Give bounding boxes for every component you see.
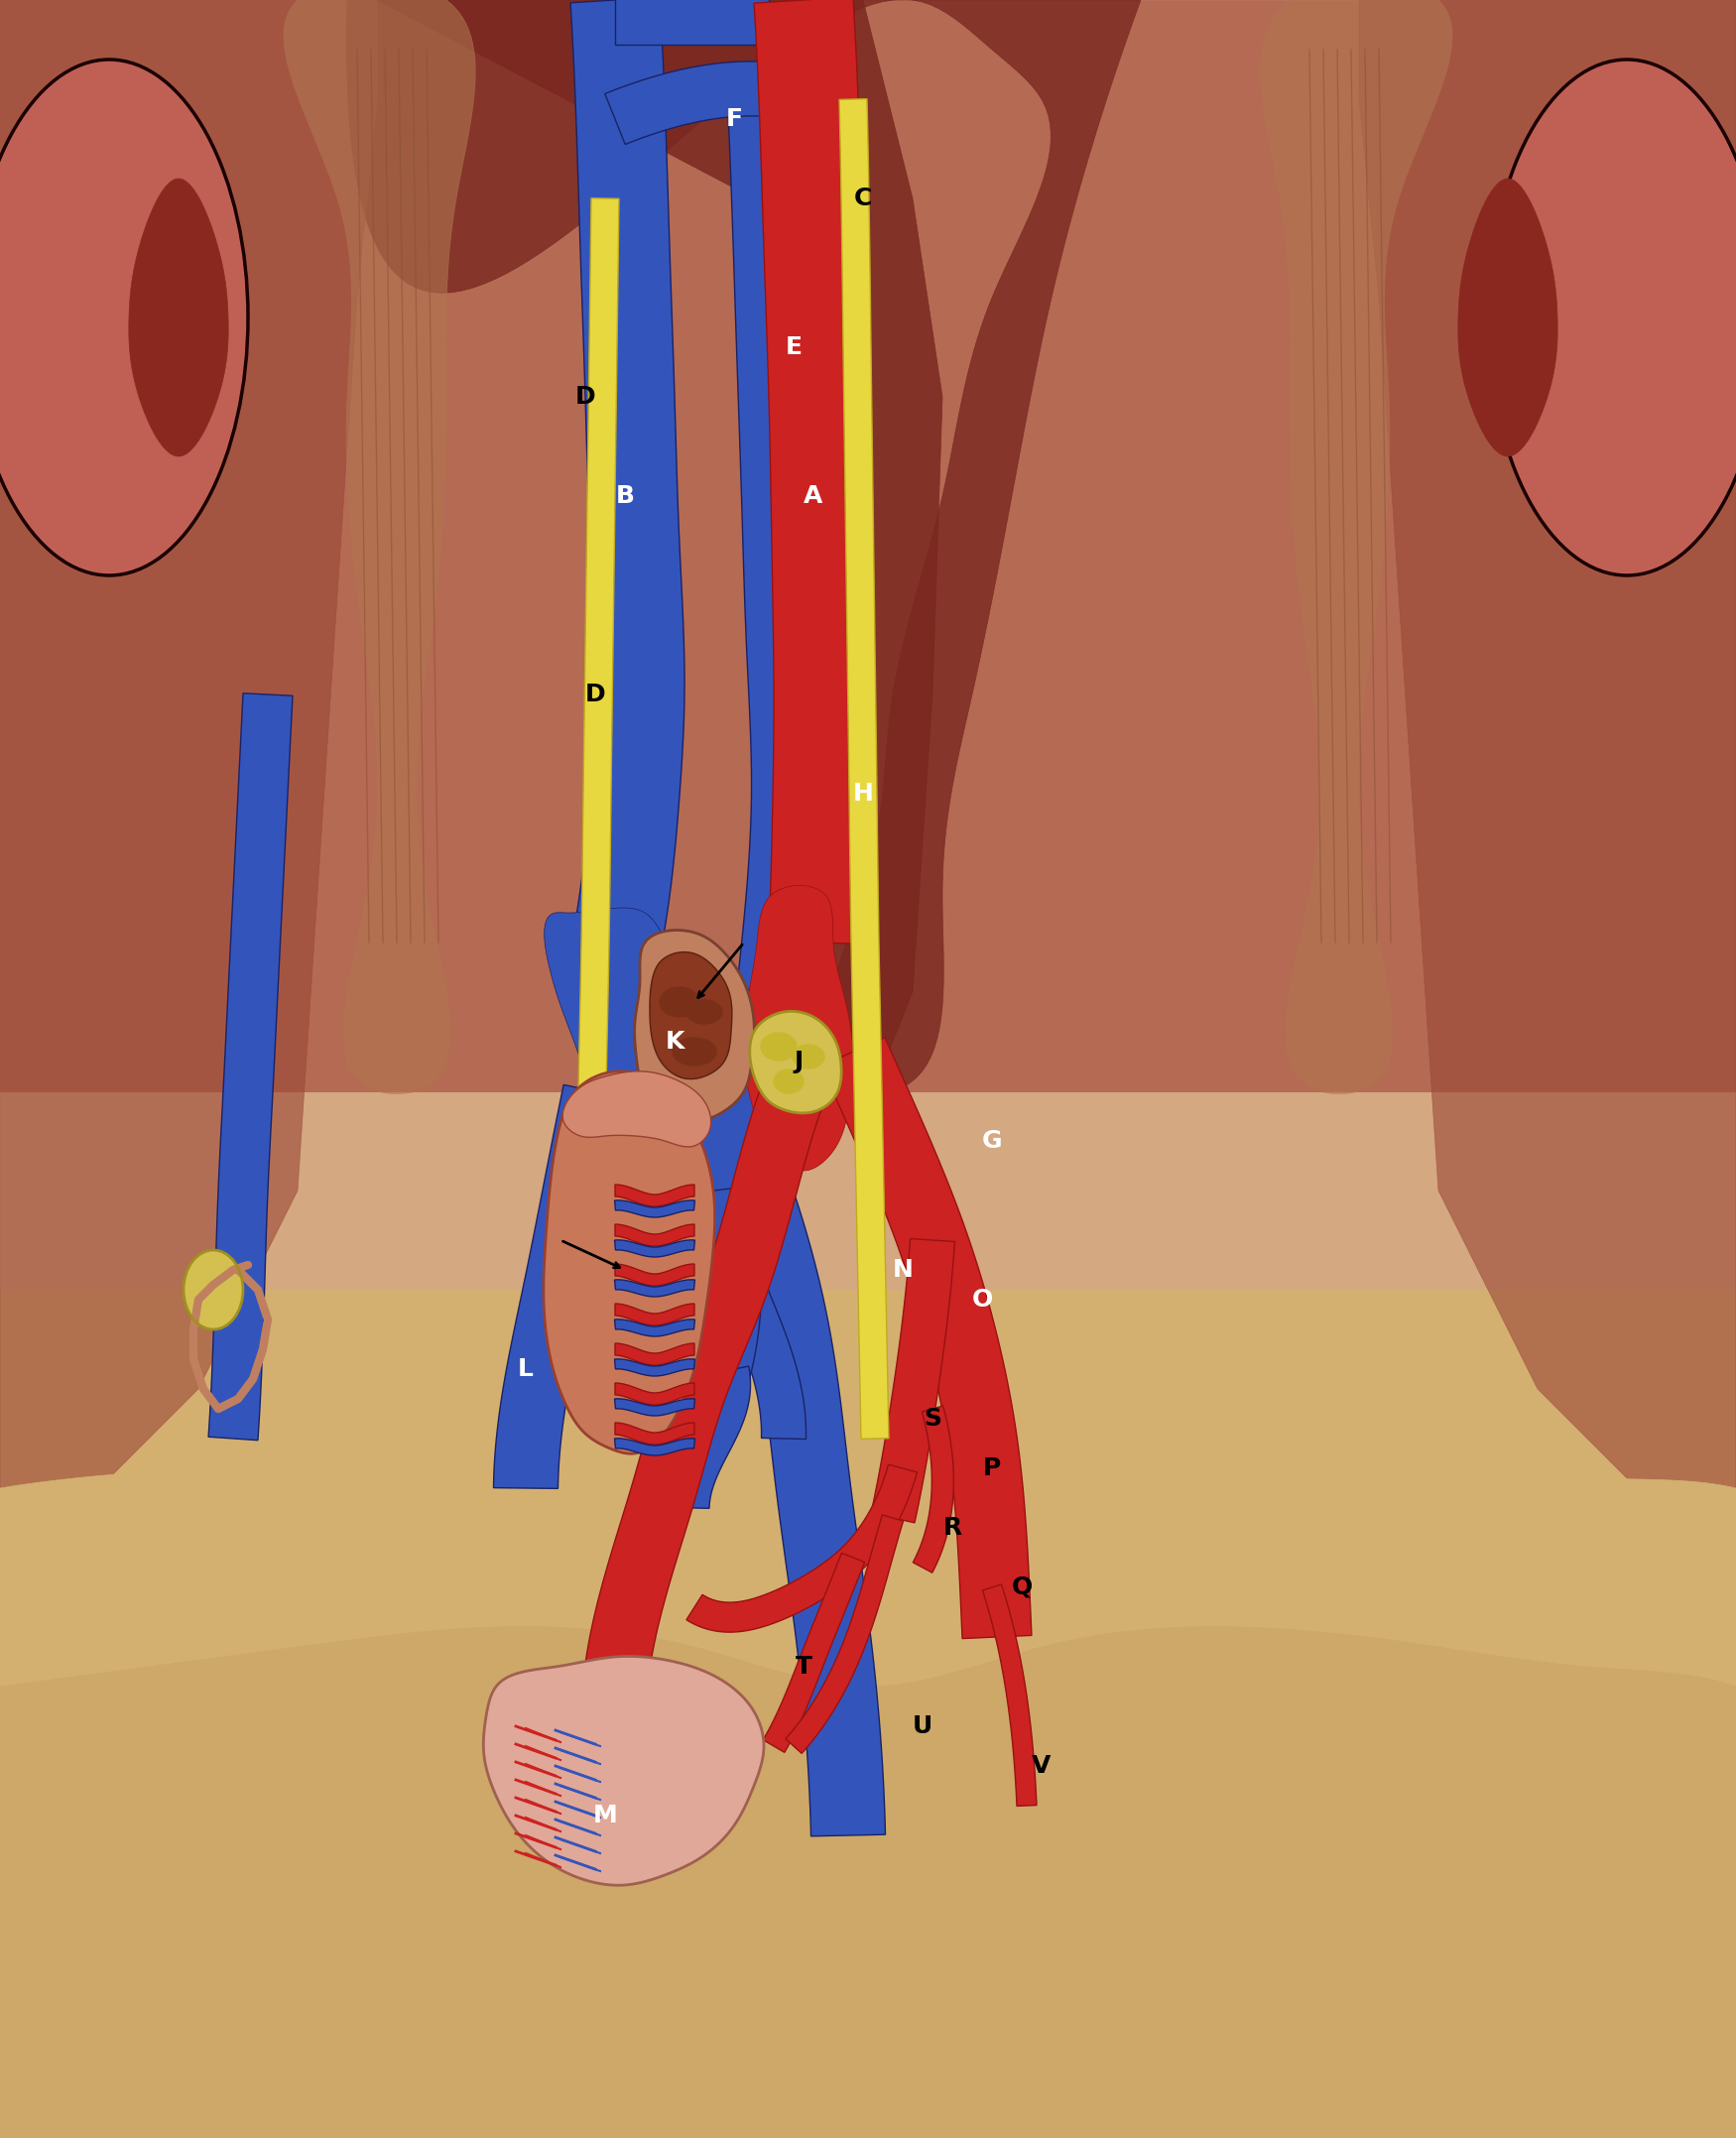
Polygon shape <box>0 0 377 1488</box>
Text: F: F <box>726 107 743 130</box>
Polygon shape <box>821 1037 1031 1638</box>
Ellipse shape <box>1488 60 1736 575</box>
Text: H: H <box>852 783 873 806</box>
Polygon shape <box>615 1184 694 1206</box>
Polygon shape <box>615 1319 694 1336</box>
Text: L: L <box>517 1358 533 1381</box>
Ellipse shape <box>672 1037 717 1065</box>
Polygon shape <box>1260 0 1453 1095</box>
Polygon shape <box>686 1465 917 1631</box>
Text: D: D <box>575 385 595 408</box>
Polygon shape <box>681 1075 885 1837</box>
Polygon shape <box>483 1657 764 1886</box>
Ellipse shape <box>793 1045 825 1069</box>
Polygon shape <box>615 1264 694 1285</box>
Polygon shape <box>493 1084 627 1488</box>
Polygon shape <box>750 1011 842 1114</box>
Polygon shape <box>693 1189 806 1439</box>
Polygon shape <box>615 1225 694 1246</box>
Polygon shape <box>771 150 802 1041</box>
Text: B: B <box>616 483 634 509</box>
Text: R: R <box>943 1516 962 1539</box>
Polygon shape <box>871 1238 955 1522</box>
Text: T: T <box>795 1655 812 1678</box>
Text: G: G <box>983 1129 1002 1152</box>
Polygon shape <box>615 1343 694 1366</box>
Polygon shape <box>0 1627 1736 2138</box>
Ellipse shape <box>184 1251 243 1330</box>
Polygon shape <box>615 1281 694 1296</box>
Polygon shape <box>679 1289 762 1477</box>
Text: P: P <box>983 1456 1002 1479</box>
Text: M: M <box>594 1804 618 1828</box>
Polygon shape <box>377 0 943 1090</box>
Polygon shape <box>604 62 771 145</box>
Polygon shape <box>615 1439 694 1456</box>
Polygon shape <box>615 1398 694 1415</box>
Text: A: A <box>804 483 823 509</box>
Text: Q: Q <box>1010 1576 1033 1599</box>
Polygon shape <box>128 180 229 455</box>
Polygon shape <box>615 1199 694 1217</box>
Text: D: D <box>585 682 606 706</box>
Ellipse shape <box>774 1069 804 1093</box>
Text: O: O <box>972 1287 993 1311</box>
Text: E: E <box>785 336 802 359</box>
Polygon shape <box>634 930 753 1120</box>
Polygon shape <box>727 77 826 996</box>
Polygon shape <box>562 0 684 1005</box>
Text: J: J <box>793 1050 804 1073</box>
Polygon shape <box>1458 180 1557 455</box>
Polygon shape <box>1359 0 1736 1488</box>
Text: K: K <box>665 1031 684 1054</box>
Polygon shape <box>745 885 854 1172</box>
Polygon shape <box>615 1304 694 1326</box>
Polygon shape <box>679 1366 750 1507</box>
Polygon shape <box>578 199 620 1142</box>
Polygon shape <box>913 1407 953 1574</box>
Text: N: N <box>892 1257 913 1283</box>
Ellipse shape <box>760 1033 797 1060</box>
Polygon shape <box>753 0 873 945</box>
Polygon shape <box>0 0 1736 1090</box>
Polygon shape <box>983 1584 1036 1807</box>
Polygon shape <box>615 1422 694 1445</box>
Ellipse shape <box>0 60 248 575</box>
Polygon shape <box>838 98 889 1439</box>
Polygon shape <box>615 1240 694 1257</box>
Polygon shape <box>615 1383 694 1405</box>
Polygon shape <box>649 951 733 1080</box>
Polygon shape <box>583 1080 825 1689</box>
Polygon shape <box>562 1071 712 1146</box>
Ellipse shape <box>686 1001 722 1024</box>
Polygon shape <box>545 909 715 1210</box>
Polygon shape <box>785 1514 903 1753</box>
Ellipse shape <box>660 988 700 1018</box>
Text: S: S <box>924 1407 941 1430</box>
Polygon shape <box>208 693 293 1441</box>
Polygon shape <box>615 1360 694 1377</box>
Polygon shape <box>0 1289 1736 2138</box>
Polygon shape <box>764 1552 865 1753</box>
Text: V: V <box>1031 1753 1052 1779</box>
Text: U: U <box>913 1715 932 1738</box>
Polygon shape <box>615 0 769 45</box>
Polygon shape <box>543 1071 715 1454</box>
Polygon shape <box>347 0 1141 1095</box>
Polygon shape <box>0 1439 1736 2138</box>
Text: C: C <box>854 186 871 210</box>
Polygon shape <box>283 0 476 1095</box>
